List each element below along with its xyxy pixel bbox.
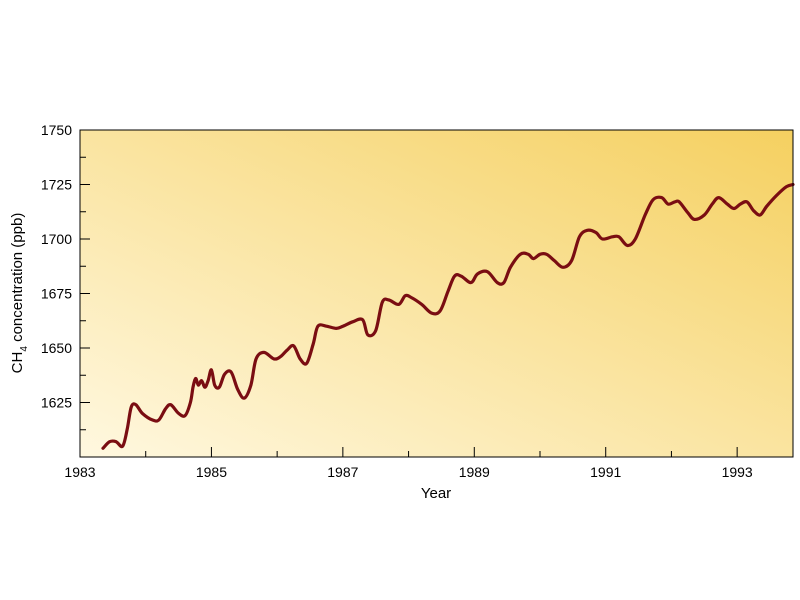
x-axis-title: Year (421, 485, 451, 502)
ch4-series-line (101, 182, 795, 450)
plot-frame (79, 129, 794, 458)
y-tick-label: 1625 (41, 395, 72, 411)
x-tick-label: 1989 (459, 464, 490, 480)
y-tick-label: 1675 (41, 286, 72, 302)
y-axis: 1625 1650 1675 1700 1725 1750 (41, 122, 90, 431)
x-tick-label: 1991 (590, 464, 621, 480)
y-tick-label: 1725 (41, 177, 72, 193)
x-tick-label: 1987 (327, 464, 358, 480)
y-tick-label: 1750 (41, 122, 72, 138)
x-tick-label: 1983 (64, 464, 95, 480)
plot-area-background (80, 130, 793, 457)
y-axis-title: CH4 concentration (ppb) (9, 213, 30, 374)
y-tick-label: 1700 (41, 231, 72, 247)
y-tick-label: 1650 (41, 340, 72, 356)
x-tick-label: 1993 (722, 464, 753, 480)
x-axis: 1983 1985 1987 1989 1991 1993 (64, 447, 753, 480)
x-tick-label: 1985 (196, 464, 227, 480)
